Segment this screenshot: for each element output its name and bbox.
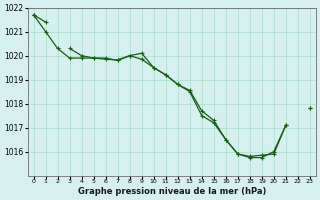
X-axis label: Graphe pression niveau de la mer (hPa): Graphe pression niveau de la mer (hPa) (77, 187, 266, 196)
